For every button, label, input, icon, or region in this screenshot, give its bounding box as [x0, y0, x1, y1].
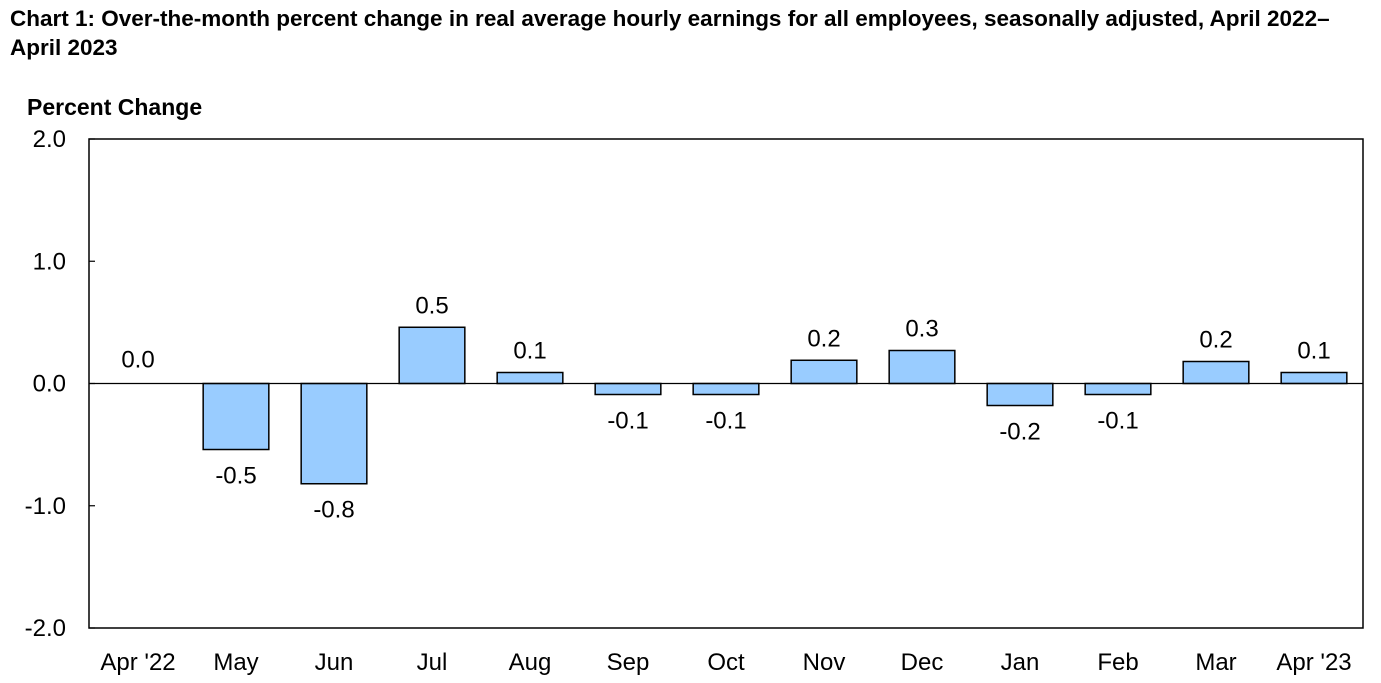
y-axis-label: Percent Change	[27, 94, 203, 120]
x-tick-label: Nov	[803, 649, 846, 676]
y-tick-label: -1.0	[25, 493, 66, 520]
data-label: 0.2	[807, 325, 840, 352]
bar	[1084, 382, 1152, 396]
bar	[888, 349, 956, 385]
bar	[986, 382, 1054, 407]
x-tick-label: Jun	[315, 649, 354, 676]
data-label: 0.1	[1297, 337, 1330, 364]
x-tick-label: Sep	[607, 649, 650, 676]
bar	[202, 382, 270, 451]
data-label: 0.0	[121, 347, 154, 374]
bar	[1280, 371, 1348, 385]
data-label: -0.1	[1097, 408, 1138, 435]
data-label: 0.2	[1199, 326, 1232, 353]
x-tick-label: Aug	[509, 649, 552, 676]
data-label: -0.1	[607, 408, 648, 435]
data-label: 0.1	[513, 337, 546, 364]
bar	[1182, 360, 1250, 385]
y-tick-label: -2.0	[25, 615, 66, 642]
x-tick-label: Jul	[417, 649, 448, 676]
bar	[398, 326, 466, 385]
bar	[496, 371, 564, 385]
x-tick-label: Feb	[1097, 649, 1138, 676]
x-tick-label: Oct	[707, 649, 745, 676]
data-label: -0.5	[215, 463, 256, 490]
data-label: -0.1	[705, 408, 746, 435]
bar	[300, 382, 368, 485]
x-tick-label: Apr '22	[100, 649, 175, 676]
y-tick-label: 2.0	[33, 126, 66, 153]
x-tick-label: Jan	[1001, 649, 1040, 676]
chart-title: Chart 1: Over-the-month percent change i…	[10, 6, 1330, 60]
bar	[594, 382, 662, 396]
data-label: 0.3	[905, 315, 938, 342]
data-label: -0.2	[999, 419, 1040, 446]
y-tick-label: 0.0	[33, 371, 66, 398]
data-label: 0.5	[415, 292, 448, 319]
x-tick-label: Mar	[1195, 649, 1236, 676]
bar	[692, 382, 760, 396]
x-tick-label: Apr '23	[1276, 649, 1351, 676]
data-label: -0.8	[313, 497, 354, 524]
y-tick-label: 1.0	[33, 248, 66, 275]
x-tick-label: May	[213, 649, 258, 676]
bar	[790, 359, 858, 385]
x-tick-label: Dec	[901, 649, 944, 676]
